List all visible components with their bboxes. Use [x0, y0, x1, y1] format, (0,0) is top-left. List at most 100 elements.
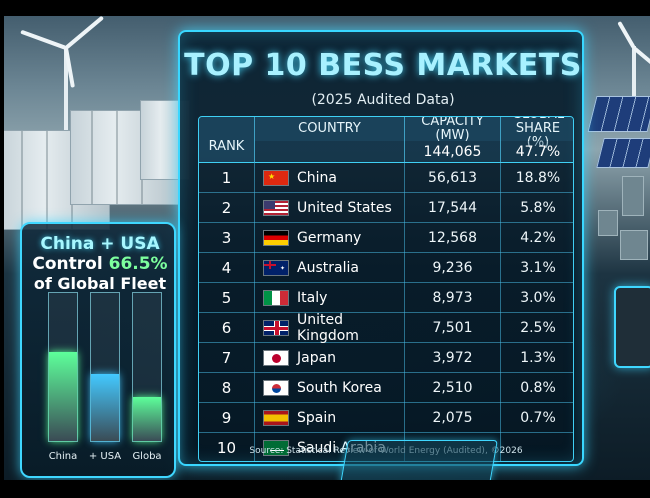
callout-bar-label: China [48, 451, 78, 462]
capacity-cell [405, 433, 501, 461]
panel-subtitle: (2025 Audited Data) [311, 92, 455, 108]
australia-flag-icon: ✦ [263, 260, 289, 276]
country-cell: Italy [255, 283, 405, 313]
japan-flag-icon [263, 350, 289, 366]
rank-cell: 7 [199, 343, 255, 373]
country-cell: ✦ Australia [255, 253, 405, 283]
table-row: 6 United Kingdom 7,501 2.5% [199, 312, 573, 344]
total-capacity: 144,065 [405, 141, 501, 163]
table-row: 3 Germany 12,568 4.2% [199, 223, 573, 253]
callout-line2: Control 66.5% [32, 254, 168, 274]
rank-cell: 3 [199, 223, 255, 253]
country-name: Japan [297, 350, 337, 366]
country-name: China [297, 170, 337, 186]
header-rank: RANK [199, 117, 255, 163]
rank-cell: 4 [199, 253, 255, 283]
country-name: United States [297, 200, 392, 216]
germany-flag-icon [263, 230, 289, 246]
saudi-arabia-flag-icon [263, 440, 289, 456]
table-row: 5 Italy 8,973 3.0% [199, 283, 573, 313]
spain-flag-icon [263, 410, 289, 426]
country-cell: United Kingdom [255, 312, 405, 344]
share-cell: 4.2% [520, 230, 556, 246]
callout-bar [132, 292, 162, 442]
panel-title: TOP 10 BESS MARKETS [184, 48, 582, 83]
south-korea-flag-icon [263, 380, 289, 396]
italy-flag-icon [263, 290, 289, 306]
country-cell: Japan [255, 343, 405, 373]
capacity-cell: 17,544 [405, 193, 501, 223]
share-cell: 1.3% [520, 350, 556, 366]
total-share: 47.7% [515, 144, 561, 160]
table-row: 7 Japan 3,972 1.3% [199, 343, 573, 373]
capacity-cell: 2,510 [405, 373, 501, 403]
header-country: COUNTRY [255, 117, 405, 141]
frame-top [0, 0, 650, 16]
table-row: 1 ★ China 56,613 18.8% [199, 163, 573, 193]
frame-bottom [0, 480, 650, 498]
rank-cell: 5 [199, 283, 255, 313]
markets-table: RANK COUNTRY CAPACITY (MW) GLOBAL SHARE … [198, 116, 574, 462]
uk-flag-icon [263, 320, 289, 336]
callout-bar [90, 292, 120, 442]
country-cell: ★ China [255, 163, 405, 193]
wind-turbine-right-icon [617, 18, 650, 138]
capacity-cell: 12,568 [405, 223, 501, 253]
country-name: South Korea [297, 380, 382, 396]
share-cell: 5.8% [520, 200, 556, 216]
total-row: 144,065 47.7% [255, 141, 573, 163]
capacity-cell: 9,236 [405, 253, 501, 283]
share-cell: 18.8% [515, 170, 561, 186]
frame-left [0, 0, 4, 498]
rank-cell: 6 [199, 313, 255, 343]
capacity-cell: 56,613 [405, 163, 501, 193]
country-name: Spain [297, 410, 337, 426]
share-callout-panel: China + USA Control 66.5% of Global Flee… [20, 222, 176, 478]
china-flag-icon: ★ [263, 170, 289, 186]
share-cell: 0.7% [520, 410, 556, 426]
country-cell: Germany [255, 223, 405, 253]
callout-heading: China + USA Control 66.5% of Global Flee… [22, 234, 178, 294]
country-name: Australia [297, 260, 359, 276]
callout-bar-fill [49, 352, 77, 441]
table-row: 4 ✦ Australia 9,236 3.1% [199, 253, 573, 283]
share-cell: 3.0% [520, 290, 556, 306]
rank-cell: 10 [199, 433, 255, 461]
callout-bar-label: Globa [132, 451, 162, 462]
holo-chart-display [340, 440, 498, 484]
header-share: GLOBAL SHARE (%) [501, 117, 573, 150]
solar-panel-icon [587, 96, 650, 132]
building [598, 210, 618, 236]
rank-cell: 9 [199, 403, 255, 433]
callout-bar-fill [91, 374, 119, 441]
building [622, 176, 644, 216]
rank-cell: 8 [199, 373, 255, 403]
country-cell: United States [255, 193, 405, 223]
callout-bar [48, 292, 78, 442]
markets-panel: TOP 10 BESS MARKETS (2025 Audited Data) … [178, 30, 584, 466]
wind-turbine-left-icon [20, 15, 120, 141]
country-name: Italy [297, 290, 328, 306]
country-name: United Kingdom [297, 312, 359, 344]
share-cell: 0.8% [520, 380, 556, 396]
rank-cell: 1 [199, 163, 255, 193]
monitor-device [614, 286, 650, 368]
callout-bar-label: + USA [88, 451, 122, 462]
table-row: 9 Spain 2,075 0.7% [199, 403, 573, 433]
country-name: Germany [297, 230, 362, 246]
building [620, 230, 648, 260]
solar-panel-icon [596, 138, 650, 168]
country-cell: South Korea [255, 373, 405, 403]
header-capacity: CAPACITY (MW) [405, 117, 501, 143]
capacity-cell: 3,972 [405, 343, 501, 373]
table-row: 2 United States 17,544 5.8% [199, 193, 573, 223]
callout-line1: China + USA [40, 234, 160, 254]
share-cell: 2.5% [520, 320, 556, 336]
capacity-cell: 7,501 [405, 313, 501, 343]
country-cell: Spain [255, 403, 405, 433]
usa-flag-icon [263, 200, 289, 216]
table-row: 8 South Korea 2,510 0.8% [199, 373, 573, 403]
rank-cell: 2 [199, 193, 255, 223]
callout-percent: 66.5% [108, 254, 168, 274]
